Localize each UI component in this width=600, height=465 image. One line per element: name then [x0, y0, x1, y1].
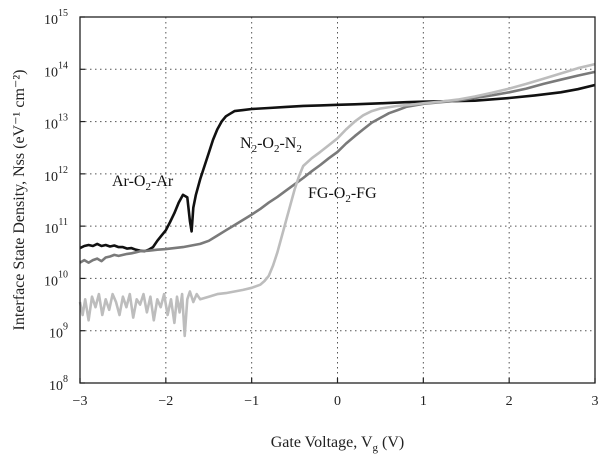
y-tick-label: 1015 — [44, 8, 68, 28]
series-line-1 — [79, 83, 596, 253]
y-tick-label: 1011 — [44, 217, 68, 237]
grid — [80, 17, 595, 383]
y-tick-label: 109 — [49, 322, 68, 342]
series-line-3 — [78, 62, 596, 338]
series-label-3: FG-O2-FG — [308, 185, 377, 205]
y-tick-label: 1013 — [44, 113, 68, 133]
y-tick-label: 108 — [49, 374, 68, 394]
x-tick-label: −3 — [73, 394, 88, 409]
y-tick-label: 1012 — [44, 165, 68, 185]
y-tick-label: 1014 — [44, 60, 68, 80]
ticks: −3 −2 −1 0 1 2 3 108 109 1010 1011 1012 1013 1014 1015 — [44, 8, 599, 409]
series-label-2: N2-O2-N2 — [240, 135, 302, 155]
x-tick-label: 0 — [334, 394, 341, 409]
series-labels: Ar-O2-Ar N2-O2-N2 FG-O2-FG — [112, 135, 377, 205]
x-tick-label: −1 — [244, 394, 259, 409]
series-layer — [78, 62, 596, 338]
y-axis-title: Interface State Density, Nss (eV⁻¹ cm⁻²) — [11, 70, 28, 331]
series-label-1: Ar-O2-Ar — [112, 173, 174, 193]
x-tick-label: 2 — [506, 394, 513, 409]
x-tick-label: −2 — [158, 394, 173, 409]
y-tick-label: 1010 — [44, 269, 68, 289]
x-axis-title: Gate Voltage, Vg (V) — [271, 434, 404, 454]
x-tick-label: 1 — [420, 394, 427, 409]
x-tick-label: 3 — [592, 394, 599, 409]
